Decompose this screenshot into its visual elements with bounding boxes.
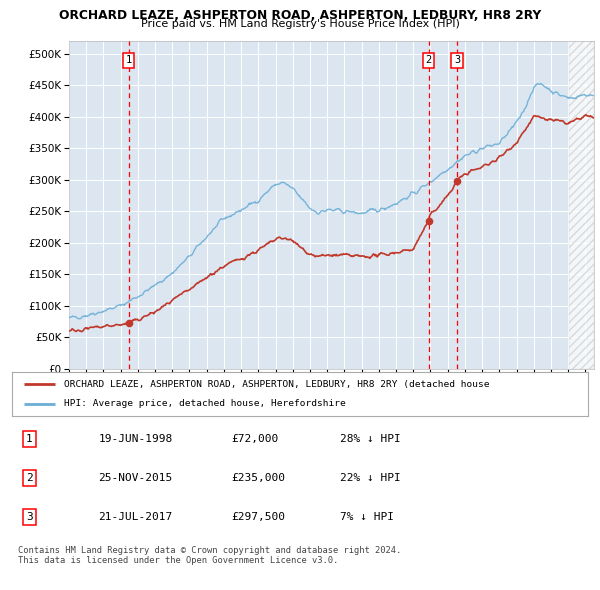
Text: £235,000: £235,000 [231, 473, 285, 483]
Text: 7% ↓ HPI: 7% ↓ HPI [340, 512, 394, 522]
Text: 2: 2 [425, 55, 432, 65]
Text: Contains HM Land Registry data © Crown copyright and database right 2024.
This d: Contains HM Land Registry data © Crown c… [18, 546, 401, 565]
Text: 2: 2 [26, 473, 32, 483]
Text: HPI: Average price, detached house, Herefordshire: HPI: Average price, detached house, Here… [64, 399, 346, 408]
Text: £297,500: £297,500 [231, 512, 285, 522]
Text: 21-JUL-2017: 21-JUL-2017 [98, 512, 173, 522]
Text: 19-JUN-1998: 19-JUN-1998 [98, 434, 173, 444]
Text: 25-NOV-2015: 25-NOV-2015 [98, 473, 173, 483]
Text: 22% ↓ HPI: 22% ↓ HPI [340, 473, 401, 483]
Text: £72,000: £72,000 [231, 434, 278, 444]
Text: 28% ↓ HPI: 28% ↓ HPI [340, 434, 401, 444]
Text: 3: 3 [26, 512, 32, 522]
Text: ORCHARD LEAZE, ASHPERTON ROAD, ASHPERTON, LEDBURY, HR8 2RY (detached house: ORCHARD LEAZE, ASHPERTON ROAD, ASHPERTON… [64, 379, 490, 389]
Text: 3: 3 [454, 55, 460, 65]
Text: Price paid vs. HM Land Registry's House Price Index (HPI): Price paid vs. HM Land Registry's House … [140, 19, 460, 30]
Text: 1: 1 [26, 434, 32, 444]
Text: 1: 1 [125, 55, 132, 65]
Text: ORCHARD LEAZE, ASHPERTON ROAD, ASHPERTON, LEDBURY, HR8 2RY: ORCHARD LEAZE, ASHPERTON ROAD, ASHPERTON… [59, 9, 541, 22]
